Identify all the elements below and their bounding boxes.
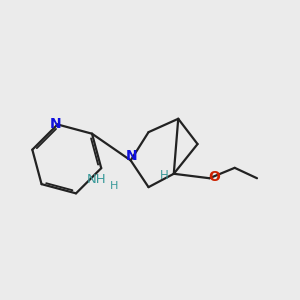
Text: N: N (50, 118, 61, 131)
Text: H: H (110, 181, 118, 191)
Text: N: N (125, 149, 137, 163)
Text: H: H (160, 169, 169, 182)
Text: O: O (208, 170, 220, 184)
Text: NH: NH (87, 173, 106, 186)
